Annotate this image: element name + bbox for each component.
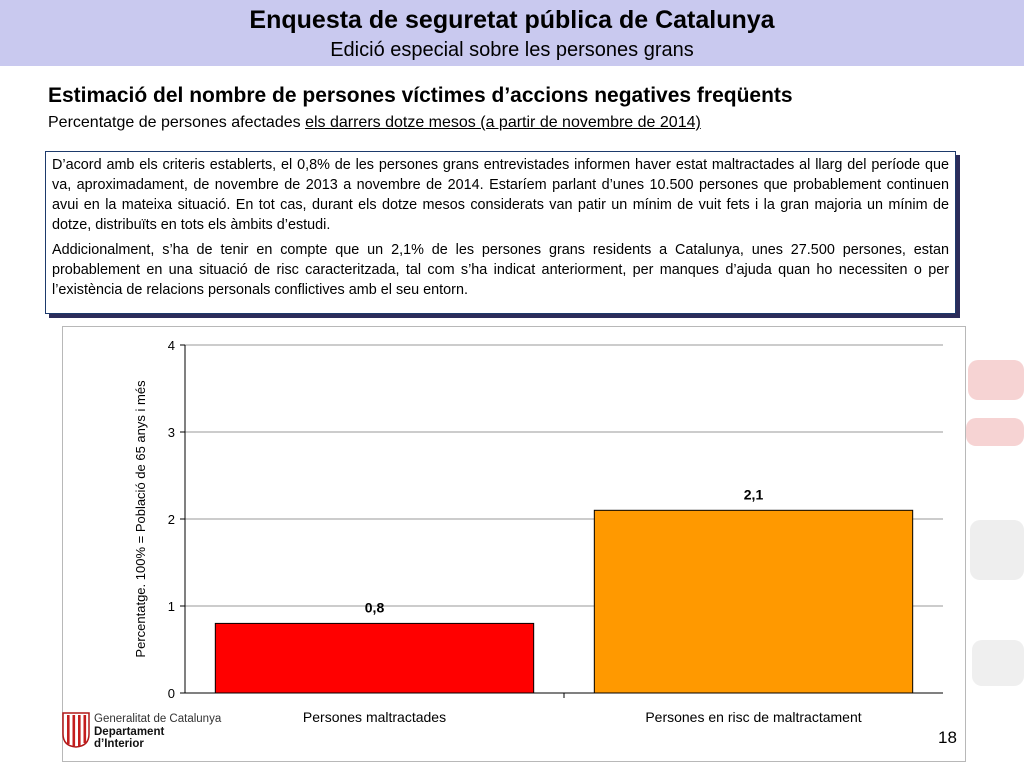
x-category-label: Persones maltractades <box>303 709 446 725</box>
y-tick-label: 3 <box>168 425 175 440</box>
y-tick-label: 2 <box>168 512 175 527</box>
bar-chart: 0 1 2 3 4 0,8 Persones maltractades 2,1 Persones… <box>62 326 966 762</box>
y-tick-label: 4 <box>168 338 175 353</box>
slide-header: Enquesta de seguretat pública de Catalun… <box>0 0 1024 66</box>
summary-paragraph-2: Addicionalment, s’ha de tenir en compte … <box>52 242 949 298</box>
section-subtitle-period: els darrers dotze mesos (a partir de nov… <box>305 114 701 131</box>
bar-chart-svg: 0 1 2 3 4 0,8 Persones maltractades 2,1 Persones… <box>133 338 943 725</box>
summary-paragraph-1: D’acord amb els criteris establerts, el … <box>52 157 949 233</box>
bar <box>593 509 914 694</box>
bar <box>214 622 535 694</box>
watermark-shape <box>966 418 1024 446</box>
bar-value-label: 0,8 <box>365 599 385 615</box>
y-tick-label: 1 <box>168 599 175 614</box>
organization-name: Generalitat de Catalunya <box>94 713 222 725</box>
department-line-2: d’Interior <box>94 738 144 750</box>
y-axis-title: Percentatge. 100% = Població de 65 anys … <box>133 380 148 658</box>
summary-textbox: D’acord amb els criteris establerts, el … <box>45 151 956 314</box>
department-name: Departament d’Interior <box>94 726 164 750</box>
section-subtitle-plain: Percentatge de persones afectades <box>48 114 306 131</box>
slide-subtitle: Edició especial sobre les persones grans <box>330 39 694 61</box>
slide-title: Enquesta de seguretat pública de Catalun… <box>249 6 775 34</box>
brand-logo: Generalitat de Catalunya Departament d’I… <box>62 710 262 750</box>
page-number: 18 <box>938 728 957 747</box>
x-category-label: Persones en risc de maltractament <box>645 709 861 725</box>
section-title: Estimació del nombre de persones víctime… <box>48 84 793 107</box>
section-subtitle: Percentatge de persones afectades els da… <box>48 112 988 134</box>
watermark-shape <box>972 640 1024 686</box>
y-tick-label: 0 <box>168 686 175 701</box>
watermark-shape <box>968 360 1024 400</box>
department-line-1: Departament <box>94 726 165 738</box>
bar-value-label: 2,1 <box>744 486 764 502</box>
watermark-shape <box>970 520 1024 580</box>
senyera-logo-icon <box>62 712 90 748</box>
